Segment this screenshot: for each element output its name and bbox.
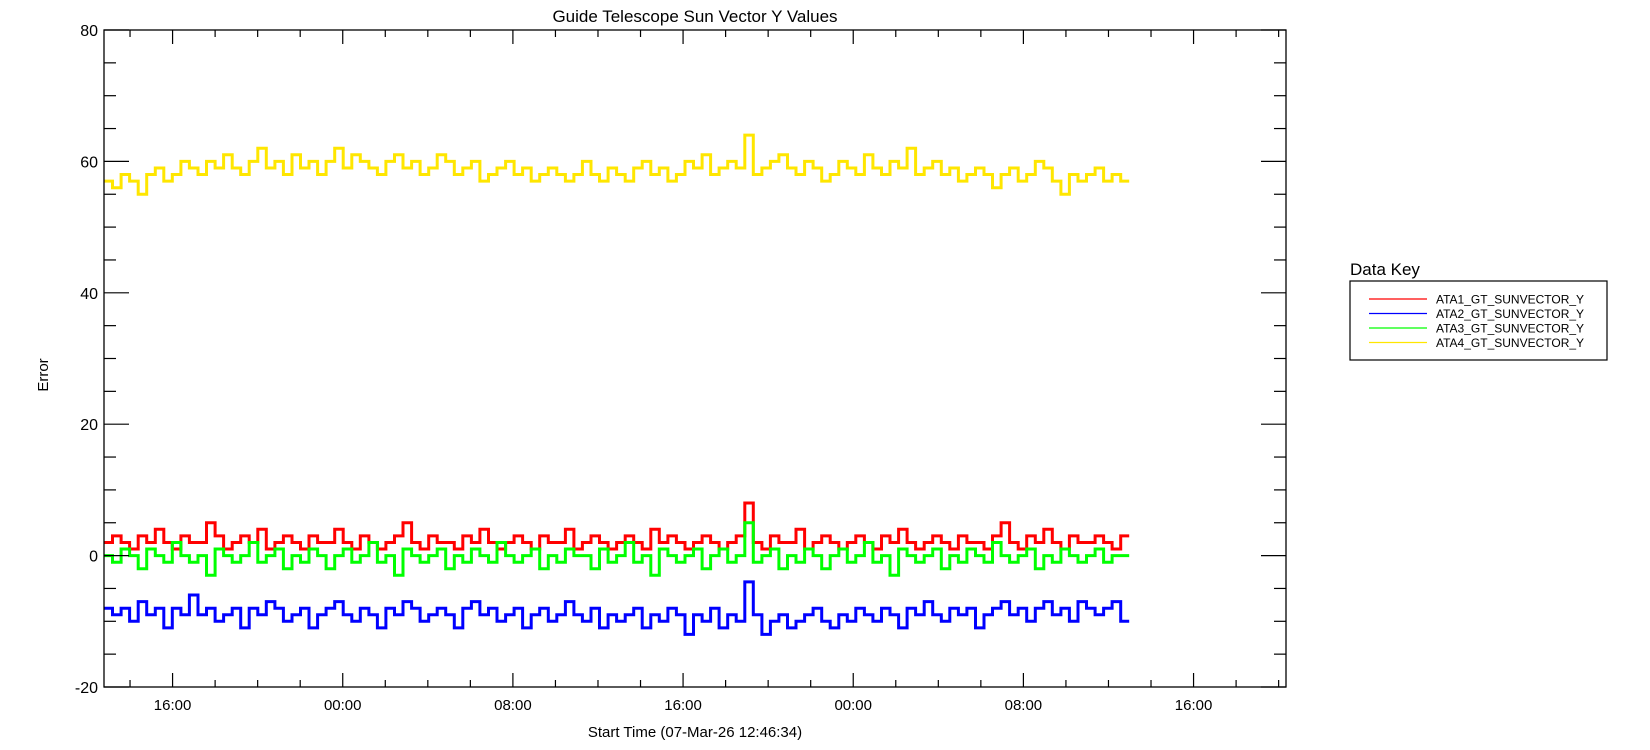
y-tick-label: 20: [80, 417, 98, 434]
legend-title: Data Key: [1350, 260, 1420, 279]
x-tick-label: 00:00: [324, 697, 362, 714]
legend-label-1: ATA1_GT_SUNVECTOR_Y: [1436, 293, 1584, 307]
y-axis-label: Error: [35, 358, 52, 391]
chart-title: Guide Telescope Sun Vector Y Values: [552, 7, 837, 26]
x-tick-label: 16:00: [664, 697, 702, 714]
y-tick-label: 60: [80, 154, 98, 171]
series-line-1: [104, 501, 1130, 551]
x-tick-label: 16:00: [1175, 697, 1213, 714]
x-tick-label: 08:00: [494, 697, 532, 714]
legend-box: [1349, 280, 1608, 361]
y-tick-label: -20: [75, 680, 98, 697]
series-line-2: [104, 580, 1130, 636]
series-line-4: [104, 133, 1130, 196]
y-tick-label: 80: [80, 23, 98, 40]
y-tick-label: 40: [80, 286, 98, 303]
y-tick-label: 0: [89, 549, 98, 566]
series-layer: [104, 133, 1130, 636]
axes: -20 0 20 40 60 80 16:00 00:00 08:00 16:00 00:00 08:…: [75, 23, 1287, 714]
legend: Data Key ATA1_GT_SUNVECTOR_YATA2_GT_SUNV…: [1349, 260, 1608, 361]
legend-label-3: ATA3_GT_SUNVECTOR_Y: [1436, 322, 1584, 336]
x-axis-label: Start Time (07-Mar-26 12:46:34): [588, 724, 802, 741]
x-tick-label: 00:00: [834, 697, 872, 714]
series-line-3: [104, 521, 1130, 577]
x-tick-label: 08:00: [1005, 697, 1043, 714]
x-tick-label: 16:00: [154, 697, 192, 714]
legend-label-2: ATA2_GT_SUNVECTOR_Y: [1436, 307, 1584, 321]
plot-frame: [103, 29, 1287, 688]
legend-label-4: ATA4_GT_SUNVECTOR_Y: [1436, 336, 1584, 350]
